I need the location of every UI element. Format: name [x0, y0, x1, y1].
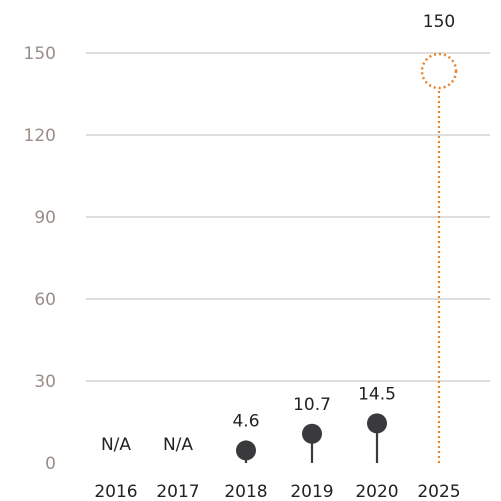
- y-tick-label-150: 150: [24, 44, 56, 64]
- x-tick-label-2019: 2019: [290, 482, 333, 501]
- x-tick-label-2020: 2020: [355, 482, 398, 501]
- x-tick-label-2016: 2016: [94, 482, 137, 501]
- y-tick-label-120: 120: [24, 126, 56, 146]
- dot-2020: [367, 413, 387, 434]
- y-tick-label-90: 90: [34, 208, 56, 228]
- data-label-2016: N/A: [101, 435, 131, 455]
- dot-2019: [302, 423, 322, 444]
- data-label-2019: 10.7: [293, 395, 331, 415]
- x-tick-label-2017: 2017: [156, 482, 199, 501]
- data-label-2018: 4.6: [232, 411, 259, 431]
- y-tick-label-60: 60: [34, 290, 56, 310]
- target-dot-2025: [420, 52, 458, 90]
- dot-2018: [236, 440, 256, 461]
- x-tick-label-2018: 2018: [224, 482, 267, 501]
- x-tick-label-2025: 2025: [417, 482, 460, 501]
- data-label-2020: 14.5: [358, 384, 396, 404]
- data-label-2025: 150: [423, 12, 455, 32]
- y-tick-label-0: 0: [45, 454, 56, 474]
- y-tick-label-30: 30: [34, 372, 56, 392]
- data-label-2017: N/A: [163, 435, 193, 455]
